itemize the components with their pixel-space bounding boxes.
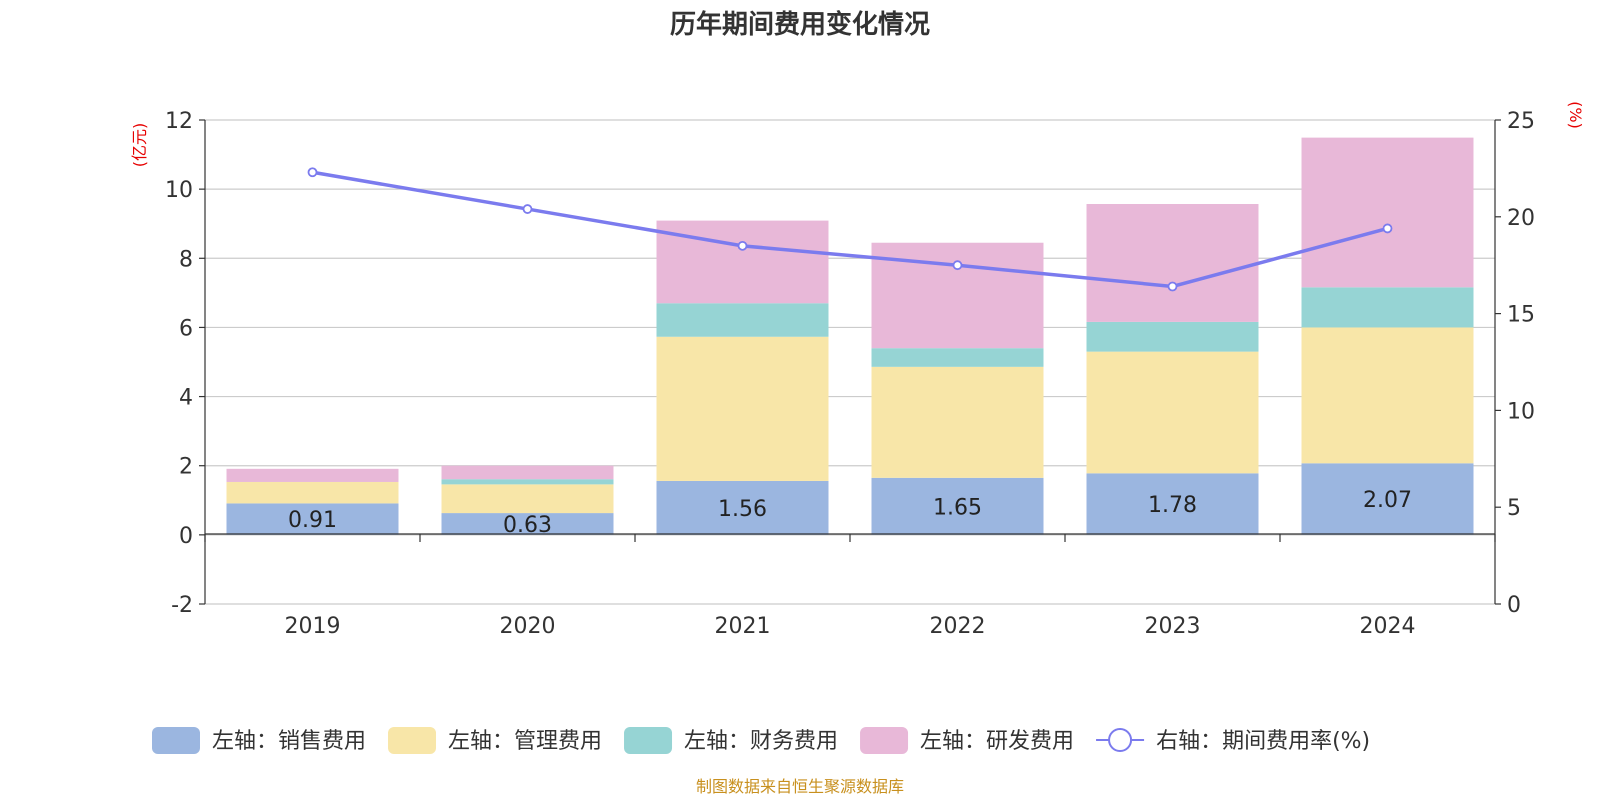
rate-line-path	[312, 170, 1388, 289]
bar-segment	[1301, 137, 1474, 288]
data-label: 1.65	[933, 495, 982, 520]
data-label: 1.78	[1148, 493, 1197, 518]
x-tick-label: 2023	[1145, 614, 1201, 639]
right-tick-label: 25	[1507, 109, 1535, 134]
legend-swatch	[388, 727, 437, 754]
right-tick-label: 20	[1507, 206, 1535, 231]
legend-label: 右轴：期间费用率(%)	[1156, 729, 1370, 754]
legend-swatch	[624, 727, 673, 754]
left-tick-label: 12	[165, 109, 193, 134]
source-note: 制图数据来自恒生聚源数据库	[696, 777, 904, 796]
bar-segment	[441, 513, 614, 535]
left-tick-label: 2	[179, 455, 193, 480]
rate-point	[1167, 281, 1178, 292]
left-tick-label: -2	[171, 593, 193, 618]
x-tick-label: 2022	[930, 614, 986, 639]
right-tick-label: 0	[1507, 593, 1521, 618]
bar-segment	[1086, 473, 1259, 535]
x-tick-label: 2024	[1360, 614, 1416, 639]
legend: 左轴：销售费用 左轴：管理费用 左轴：财务费用 左轴：研发费用 右轴：期间费用率(%)	[152, 727, 1370, 754]
data-labels: 0.91 0.63 1.56 1.65 1.78 2.07	[288, 488, 1412, 538]
x-tick-label: 2021	[715, 614, 771, 639]
bar-segment	[441, 484, 614, 514]
rate-point	[522, 204, 533, 214]
bar-segment	[1301, 287, 1474, 328]
bar-segment	[226, 481, 399, 504]
legend-label: 左轴：销售费用	[212, 729, 366, 754]
bar-segment	[226, 468, 399, 482]
bar-segment	[441, 479, 614, 485]
x-tick-label: 2019	[285, 614, 341, 639]
legend-circle-marker	[1108, 728, 1133, 752]
bar-segment	[441, 465, 614, 480]
bar-segment	[871, 477, 1044, 535]
bar-segment	[656, 220, 829, 304]
bar-segment	[656, 303, 829, 337]
legend-label: 左轴：管理费用	[448, 729, 602, 754]
data-label: 0.91	[288, 508, 337, 533]
rate-point	[737, 240, 748, 251]
bar-segment	[1086, 204, 1259, 322]
rate-point	[307, 167, 318, 178]
bar-segment	[1301, 327, 1474, 464]
bars	[226, 137, 1474, 535]
legend-swatch	[152, 727, 200, 754]
rate-line	[307, 167, 1393, 292]
left-tick-label: 8	[179, 247, 193, 272]
axes: -2 0 2 4 6 8 10 12 0 5 10 15 20 25 2019 2020 2021 2022 202…	[165, 109, 1535, 639]
right-axis-unit: (%)	[1566, 101, 1585, 129]
data-label: 2.07	[1363, 488, 1412, 513]
rate-point	[1382, 223, 1393, 234]
left-tick-label: 6	[179, 316, 193, 341]
data-label: 0.63	[503, 513, 552, 538]
right-tick-label: 15	[1507, 303, 1535, 328]
rate-point	[952, 260, 963, 271]
bar-segment	[871, 348, 1044, 367]
bar-segment	[1086, 321, 1259, 352]
right-tick-label: 5	[1507, 496, 1521, 521]
bar-segment	[656, 480, 829, 535]
chart-title: 历年期间费用变化情况	[670, 9, 930, 40]
left-tick-label: 0	[179, 524, 193, 549]
right-tick-label: 10	[1507, 399, 1535, 424]
bar-segment	[226, 503, 399, 535]
bar-segment	[871, 366, 1044, 478]
left-tick-label: 4	[179, 386, 193, 411]
legend-label: 左轴：财务费用	[684, 729, 838, 754]
legend-swatch	[860, 727, 909, 754]
x-tick-label: 2020	[500, 614, 556, 639]
data-label: 1.56	[718, 497, 767, 522]
legend-label: 左轴：研发费用	[920, 729, 1074, 754]
bar-segment	[1086, 351, 1259, 474]
bar-segment	[1301, 463, 1474, 535]
left-axis-unit: (亿元)	[130, 123, 149, 168]
bar-segment	[656, 336, 829, 481]
left-tick-label: 10	[165, 178, 193, 203]
